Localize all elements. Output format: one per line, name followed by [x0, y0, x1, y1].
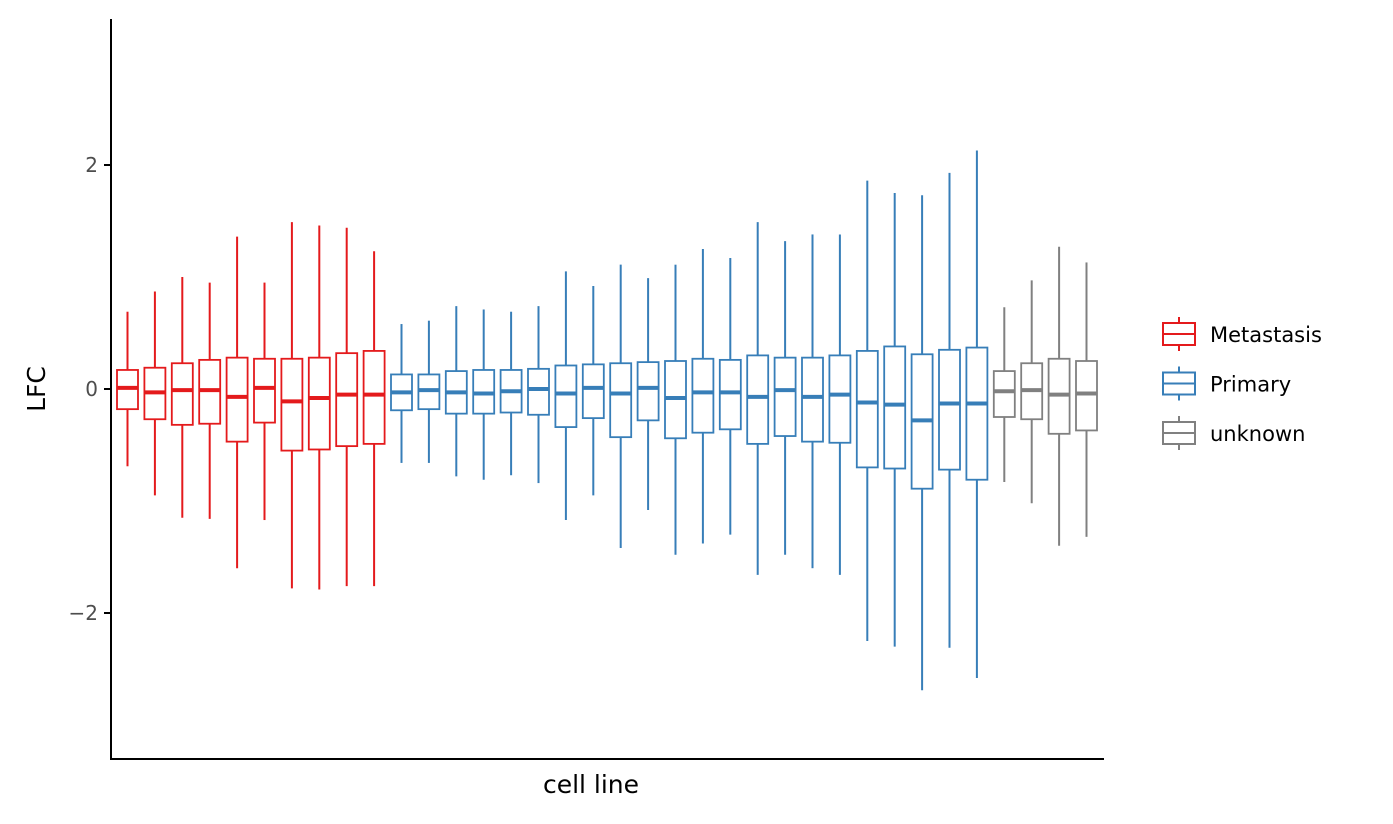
- legend-label-primary: Primary: [1210, 373, 1291, 397]
- box-iqr: [883, 345, 907, 470]
- box-iqr: [307, 356, 331, 451]
- box-metastasis-2: [143, 291, 167, 496]
- legend-label-metastasis: Metastasis: [1210, 323, 1322, 347]
- box-primary-12: [691, 249, 715, 544]
- box-iqr: [773, 356, 797, 437]
- box-metastasis-10: [362, 251, 386, 587]
- legend-key-primary: [1162, 366, 1196, 401]
- box-unknown-1: [992, 307, 1016, 482]
- y-tick-label: 2: [85, 153, 98, 177]
- box-iqr: [718, 358, 742, 431]
- box-primary-18: [855, 180, 879, 641]
- box-iqr: [527, 367, 550, 416]
- box-primary-9: [609, 264, 633, 549]
- legend-label-unknown: unknown: [1210, 422, 1305, 446]
- box-metastasis-4: [198, 282, 222, 519]
- box-primary-8: [581, 285, 605, 496]
- box-iqr: [170, 362, 194, 426]
- box-iqr: [609, 362, 633, 439]
- box-metastasis-1: [116, 311, 139, 467]
- box-iqr: [746, 354, 770, 445]
- box-primary-2: [417, 320, 441, 463]
- box-iqr: [828, 354, 852, 444]
- box-metastasis-6: [253, 282, 276, 521]
- box-iqr: [801, 356, 824, 443]
- box-iqr: [225, 356, 249, 443]
- box-primary-22: [965, 150, 989, 678]
- y-axis-title: LFC: [22, 366, 51, 412]
- box-iqr: [691, 357, 715, 434]
- y-ticks-layer: −2 0 2: [69, 153, 111, 625]
- box-iqr: [992, 370, 1016, 418]
- box-primary-10: [636, 278, 660, 510]
- box-primary-17: [828, 234, 852, 575]
- box-metastasis-5: [225, 236, 249, 569]
- box-iqr: [362, 350, 386, 445]
- box-unknown-4: [1075, 262, 1098, 537]
- box-primary-21: [938, 172, 961, 648]
- box-iqr: [581, 363, 605, 420]
- box-primary-3: [444, 306, 468, 477]
- box-metastasis-8: [307, 225, 331, 590]
- box-metastasis-9: [335, 227, 359, 587]
- box-primary-19: [883, 193, 907, 647]
- box-iqr: [938, 348, 961, 471]
- box-iqr: [253, 357, 276, 424]
- box-iqr: [855, 350, 879, 469]
- box-primary-20: [910, 195, 934, 691]
- box-iqr: [280, 357, 304, 452]
- box-primary-16: [801, 234, 824, 569]
- box-primary-4: [472, 309, 496, 480]
- box-primary-5: [499, 311, 523, 476]
- legend: Metastasis Primary unknown: [1162, 317, 1322, 450]
- box-primary-7: [554, 271, 578, 521]
- y-tick-label: −2: [69, 601, 98, 625]
- box-iqr: [965, 346, 989, 481]
- box-iqr: [335, 352, 359, 448]
- box-metastasis-7: [280, 222, 304, 589]
- box-metastasis-3: [170, 277, 194, 518]
- boxes-layer: [116, 150, 1098, 691]
- x-axis-title: cell line: [543, 770, 639, 799]
- box-unknown-3: [1047, 246, 1071, 546]
- box-iqr: [636, 361, 660, 422]
- box-primary-6: [527, 306, 550, 484]
- box-primary-1: [390, 324, 413, 463]
- legend-key-unknown: [1162, 416, 1196, 450]
- box-iqr: [1075, 360, 1098, 432]
- box-primary-13: [718, 257, 742, 535]
- box-primary-14: [746, 222, 770, 575]
- box-primary-15: [773, 241, 797, 555]
- box-unknown-2: [1020, 280, 1044, 504]
- y-tick-label: 0: [85, 377, 98, 401]
- legend-key-metastasis: [1162, 317, 1196, 351]
- box-iqr: [554, 364, 578, 428]
- box-primary-11: [664, 264, 687, 555]
